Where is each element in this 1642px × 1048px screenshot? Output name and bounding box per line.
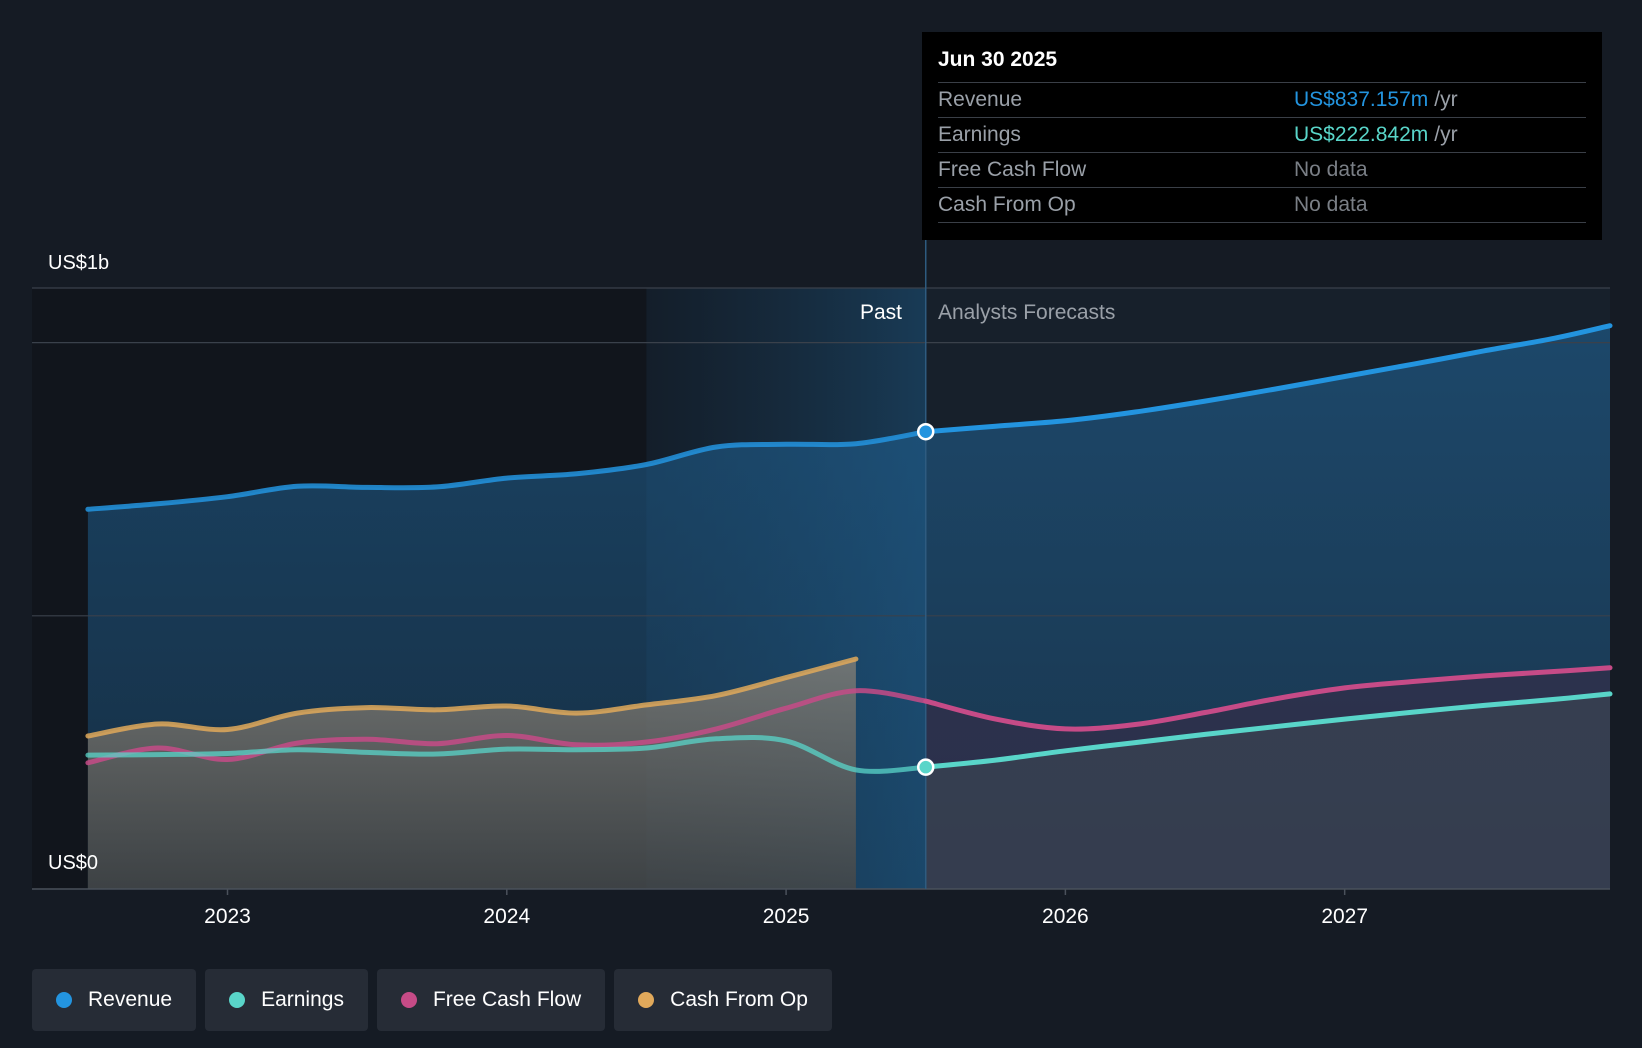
free-cash-flow-past-line: [85, 688, 929, 766]
tooltip-value: No data: [1294, 158, 1368, 181]
revenue-past-line: [85, 429, 929, 512]
x-tick-label: 2026: [1042, 905, 1089, 928]
legend-dot-icon: [229, 992, 246, 1008]
tooltip-label: Cash From Op: [938, 193, 1076, 216]
tooltip-value: US$837.157m/yr: [1294, 88, 1458, 111]
revenue-forecast-line: [923, 323, 1613, 435]
tooltip-row-revenue: Revenue US$837.157m/yr: [938, 83, 1586, 118]
legend-label: Revenue: [88, 988, 173, 1011]
earnings-forecast-line: [923, 691, 1613, 770]
legend-label: Free Cash Flow: [432, 988, 582, 1011]
y-label-top: US$1b: [48, 252, 110, 274]
tooltip-row-earnings: Earnings US$222.842m/yr: [938, 118, 1586, 153]
forecast-earnings-area: [925, 693, 1610, 889]
tooltip-value: No data: [1294, 193, 1368, 216]
y-label-bottom: US$0: [48, 852, 99, 874]
legend-dot-icon: [400, 992, 417, 1008]
tooltip-row-cfo: Cash From Op No data: [938, 188, 1586, 223]
tooltip-date: Jun 30 2025: [938, 46, 1586, 83]
tooltip-label: Free Cash Flow: [938, 158, 1087, 181]
legend-item-earnings[interactable]: Earnings: [205, 969, 368, 1031]
free-cash-flow-forecast-line: [923, 665, 1613, 732]
revenue-highlight-point: [916, 422, 935, 441]
cash-from-op-past-line: [85, 656, 859, 739]
legend-item-cash-from-op[interactable]: Cash From Op: [614, 969, 832, 1031]
tooltip-value: US$222.842m/yr: [1294, 123, 1458, 146]
x-tick-label: 2027: [1321, 905, 1368, 928]
legend-item-revenue[interactable]: Revenue: [32, 969, 197, 1031]
legend-dot-icon: [56, 992, 72, 1008]
tooltip-row-fcf: Free Cash Flow No data: [938, 153, 1586, 188]
past-label: Past: [860, 301, 903, 324]
earnings-highlight-point: [916, 758, 935, 776]
x-tick-label: 2025: [763, 905, 810, 928]
x-tick-label: 2023: [204, 905, 251, 928]
x-tick-label: 2024: [483, 905, 530, 928]
tooltip-label: Revenue: [938, 88, 1023, 111]
earnings-past-line: [85, 734, 929, 774]
data-tooltip: Jun 30 2025 Revenue US$837.157m/yr Earni…: [922, 32, 1602, 240]
tooltip-label: Earnings: [938, 123, 1021, 146]
past-cashflow-area: [87, 659, 856, 889]
legend-label: Cash From Op: [670, 988, 808, 1011]
legend-item-free-cash-flow[interactable]: Free Cash Flow: [376, 969, 606, 1031]
legend-label: Earnings: [261, 988, 344, 1011]
forecast-label: Analysts Forecasts: [938, 301, 1116, 324]
legend: Revenue Earnings Free Cash Flow Cash Fro…: [32, 969, 832, 1031]
legend-dot-icon: [638, 992, 655, 1008]
